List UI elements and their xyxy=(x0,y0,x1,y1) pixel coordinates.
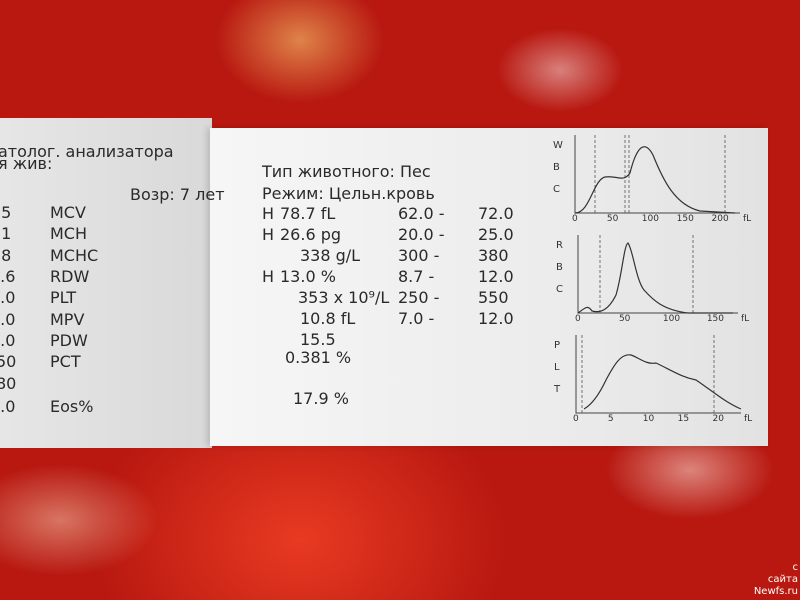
watermark: Newfs.ru xyxy=(753,586,798,597)
result-value: 26.6 pg xyxy=(280,225,342,244)
range-low: 8.7 - xyxy=(398,267,435,286)
histogram-tick: 200 xyxy=(711,214,729,224)
result-value: 78.7 fL xyxy=(280,204,336,223)
parameter-name: PCT xyxy=(50,352,81,371)
result-value: 0.381 % xyxy=(285,348,352,367)
mode: Режим: Цельн.кровь xyxy=(262,184,435,203)
histogram-tick: 0 xyxy=(575,314,581,324)
histogram-label: P xyxy=(554,340,561,351)
histogram-unit: fL xyxy=(744,414,753,424)
watermark: сайта xyxy=(767,574,798,585)
range-low: 20.0 - xyxy=(398,225,445,244)
distribution-curve xyxy=(577,242,733,314)
histogram-label: B xyxy=(553,162,560,173)
header: я жив: xyxy=(0,154,53,173)
left-value: .1 xyxy=(0,224,12,243)
animal-type: Тип животного: Пес xyxy=(262,162,431,181)
range-high: 380 xyxy=(478,246,509,265)
histogram-label: T xyxy=(554,384,561,395)
left-value: 5.0 xyxy=(0,310,16,329)
histogram-unit: fL xyxy=(743,214,752,224)
paper-left xyxy=(0,118,212,448)
left-value: 80 xyxy=(0,374,17,393)
header: атолог. анализатора xyxy=(0,142,174,161)
histogram-tick: 50 xyxy=(618,314,631,324)
histogram-tick: 5 xyxy=(607,414,614,424)
left-value: .5 xyxy=(0,203,12,222)
histogram-tick: 0 xyxy=(573,414,579,424)
axes xyxy=(574,135,740,214)
left-value: 0.0 xyxy=(0,288,16,307)
left-value: .8 xyxy=(0,246,12,265)
distribution-curve xyxy=(583,354,742,410)
result-value: 353 x 10⁹/L xyxy=(298,288,390,307)
result-value: 13.0 % xyxy=(280,267,336,286)
distribution-curve xyxy=(574,146,736,214)
parameter-name: Eos% xyxy=(50,397,94,416)
range-high: 12.0 xyxy=(478,267,514,286)
histogram-label: R xyxy=(556,240,563,251)
histogram xyxy=(575,335,742,414)
left-value: 5.0 xyxy=(0,331,16,350)
result-value: 17.9 % xyxy=(293,389,349,408)
axes xyxy=(575,335,741,414)
parameter-name: MPV xyxy=(50,310,85,329)
histogram-tick: 20 xyxy=(712,414,724,424)
paper-right xyxy=(210,128,768,446)
histogram-label: C xyxy=(556,284,563,295)
range-high: 72.0 xyxy=(478,204,514,223)
histogram-tick: 100 xyxy=(641,214,659,224)
histogram-tick: 10 xyxy=(642,414,655,424)
range-low: 62.0 - xyxy=(398,204,445,223)
result-value: 10.8 fL xyxy=(300,309,356,328)
histogram-tick: 15 xyxy=(677,414,690,424)
range-low: 300 - xyxy=(398,246,440,265)
left-value: 50 xyxy=(0,352,17,371)
result-value: 338 g/L xyxy=(300,246,361,265)
parameter-name: MCHC xyxy=(50,246,99,265)
histogram-unit: fL xyxy=(741,314,750,324)
histogram-tick: 50 xyxy=(606,214,619,224)
parameter-name: PDW xyxy=(50,331,88,350)
flag: H xyxy=(262,204,275,223)
axes xyxy=(577,235,738,314)
histogram-label: L xyxy=(554,362,560,373)
histogram-label: B xyxy=(556,262,563,273)
range-high: 12.0 xyxy=(478,309,514,328)
histogram-label: W xyxy=(553,140,563,151)
flag: H xyxy=(262,225,275,244)
histogram xyxy=(574,135,740,214)
left-value: 5.0 xyxy=(0,397,16,416)
age: Возр: 7 лет xyxy=(130,185,225,204)
range-high: 25.0 xyxy=(478,225,514,244)
range-low: 250 - xyxy=(398,288,440,307)
histogram-tick: 0 xyxy=(572,214,578,224)
histogram-tick: 150 xyxy=(676,214,694,224)
parameter-name: RDW xyxy=(50,267,90,286)
flag: H xyxy=(262,267,275,286)
parameter-name: MCV xyxy=(50,203,86,222)
histogram-tick: 150 xyxy=(706,314,724,324)
range-low: 7.0 - xyxy=(398,309,435,328)
histogram-tick: 100 xyxy=(662,314,681,324)
result-value: 15.5 xyxy=(300,330,336,349)
left-value: 2.6 xyxy=(0,267,16,286)
watermark: с xyxy=(792,562,799,573)
parameter-name: MCH xyxy=(50,224,88,243)
histogram-label: C xyxy=(553,184,560,195)
range-high: 550 xyxy=(478,288,509,307)
parameter-name: PLT xyxy=(50,288,77,307)
histogram xyxy=(577,235,738,314)
